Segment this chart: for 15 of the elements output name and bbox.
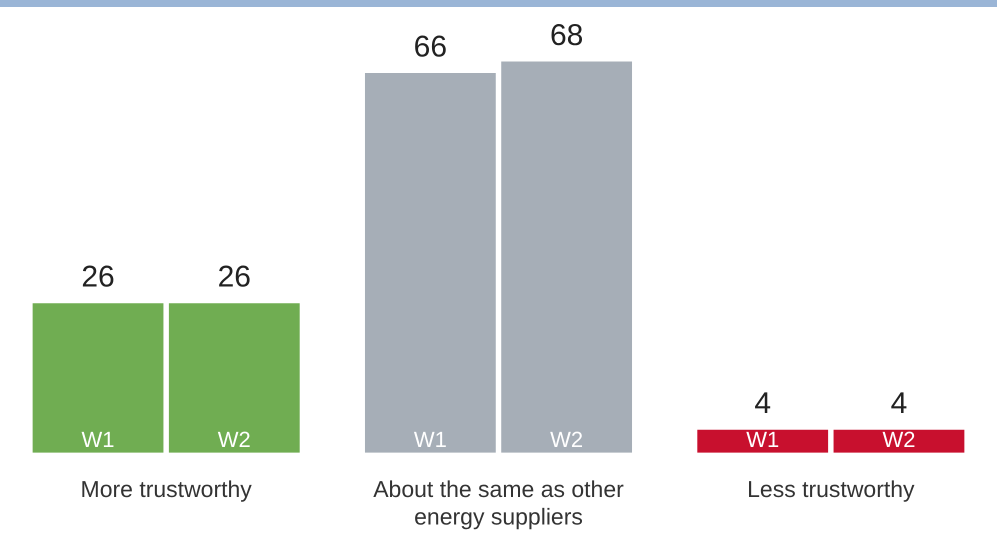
text: W1 bbox=[414, 426, 447, 452]
data-label: 66 bbox=[414, 30, 448, 64]
x-tick-label: About the same as other energy suppliers bbox=[373, 476, 624, 530]
text: W2 bbox=[882, 426, 916, 452]
data-label: 4 bbox=[890, 387, 908, 420]
series-label: W1 bbox=[82, 426, 115, 452]
data-label: 68 bbox=[550, 18, 584, 52]
series-label: W2 bbox=[218, 426, 251, 452]
data-label: 26 bbox=[218, 260, 251, 294]
data-label: 4 bbox=[754, 387, 772, 420]
data-label: 26 bbox=[81, 260, 115, 294]
text: W1 bbox=[746, 426, 780, 452]
text: W2 bbox=[550, 426, 584, 452]
x-tick-label: More trustworthy bbox=[80, 476, 252, 502]
x-tick-label: Less trustworthy bbox=[747, 476, 916, 502]
